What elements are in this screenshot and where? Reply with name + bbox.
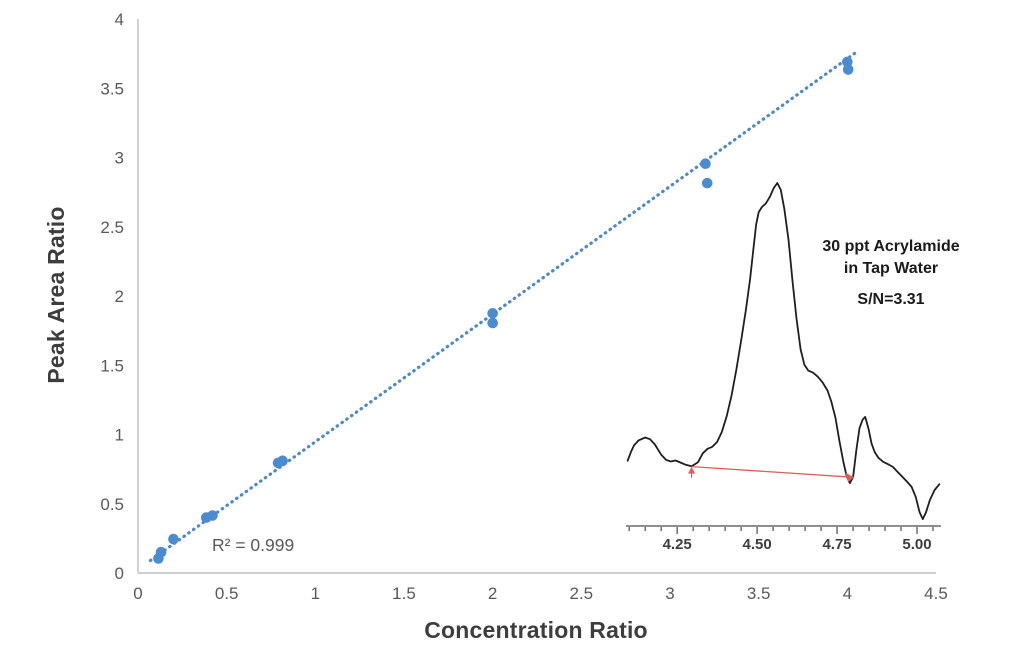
inset-annotation-line2: in Tap Water [843,260,939,277]
baseline-right-arrowhead [845,472,855,483]
x-tick-label: 3.5 [747,584,771,603]
x-tick-label: 3 [665,584,674,603]
data-point [277,455,288,467]
x-tick-label: 0 [133,584,142,603]
x-tick-label: 1.5 [392,584,416,603]
y-tick-label: 2 [115,287,124,306]
x-tick-label: 1 [311,584,320,603]
data-point [700,158,711,170]
r-squared-label: R² = 0.999 [212,535,295,555]
y-tick-label: 4 [115,10,124,29]
data-point [207,510,218,521]
data-point [487,308,498,319]
data-point [701,177,713,189]
inset-x-tick-label: 4.25 [663,536,692,553]
y-tick-label: 1 [115,426,124,445]
baseline-line [691,466,855,478]
y-tick-label: 0 [115,564,124,583]
x-axis-title: Concentration Ratio [424,617,648,643]
y-tick-label: 0.5 [100,495,124,514]
x-tick-label: 4.5 [924,584,948,603]
inset-x-tick-label: 4.50 [743,536,772,553]
x-tick-label: 0.5 [215,584,239,603]
inset-annotation: 30 ppt Acrylamide in Tap Water S/N=3.31 [793,236,989,311]
x-tick-label: 2.5 [570,584,594,603]
data-point [842,64,854,75]
y-tick-label: 3 [115,149,124,168]
x-tick-label: 2 [488,584,497,603]
y-tick-label: 3.5 [100,79,124,98]
data-point [487,317,498,329]
y-tick-label: 1.5 [100,356,124,375]
x-tick-label: 4 [843,584,852,603]
trendline [148,50,858,563]
chromatogram-trace [626,182,941,520]
signal-to-noise-label: S/N=3.31 [857,291,925,308]
inset-x-tick-label: 4.75 [822,536,851,553]
inset-annotation-line1: 30 ppt Acrylamide [822,238,960,255]
data-point [155,546,167,558]
inset-x-tick-label: 5.00 [902,536,931,553]
y-tick-label: 2.5 [100,218,124,237]
data-point [168,533,179,545]
y-axis-title: Peak Area Ratio [43,206,69,384]
baseline-left-arrowhead [688,466,696,474]
